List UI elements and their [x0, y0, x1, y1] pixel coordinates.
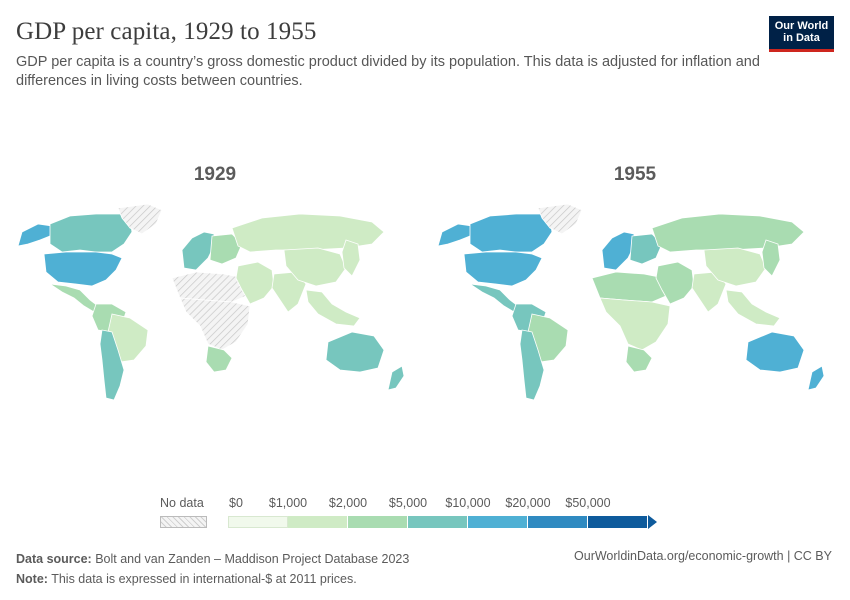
region-russia-1929[interactable]	[231, 213, 385, 253]
logo-line-1: Our World	[774, 20, 829, 32]
region-new-zealand-1929[interactable]	[387, 365, 405, 391]
region-southeast-asia-1929[interactable]	[305, 289, 361, 327]
region-middle-east-1955[interactable]	[655, 261, 695, 305]
region-subsaharan-africa-1955[interactable]	[599, 297, 671, 351]
map-1955	[437, 203, 825, 401]
legend-tick-label: $20,000	[505, 496, 551, 510]
legend-arrow-icon	[648, 515, 657, 529]
region-australia-1929[interactable]	[325, 331, 385, 373]
region-greenland-1955[interactable]	[537, 203, 583, 235]
legend-color-bin	[468, 516, 528, 528]
legend-color-bin	[288, 516, 348, 528]
region-alaska-1955[interactable]	[437, 223, 473, 247]
map-year-label-1929: 1929	[193, 164, 237, 185]
region-alaska-1929[interactable]	[17, 223, 53, 247]
region-new-zealand-1955[interactable]	[807, 365, 825, 391]
owid-logo[interactable]: Our World in Data	[769, 16, 834, 52]
footer-notes: Data source: Bolt and van Zanden – Maddi…	[16, 549, 409, 589]
region-russia-1955[interactable]	[651, 213, 805, 253]
legend-color-bin	[528, 516, 588, 528]
legend-tick-label: $0	[229, 496, 243, 510]
data-source-label: Data source:	[16, 552, 92, 566]
legend-no-data-label: No data	[160, 496, 204, 510]
region-north-america-north-1955[interactable]	[469, 213, 553, 253]
region-southern-cone-1955[interactable]	[519, 329, 545, 401]
region-usa-1955[interactable]	[463, 251, 543, 287]
region-mexico-central-1929[interactable]	[49, 283, 99, 313]
region-southern-cone-1929[interactable]	[99, 329, 125, 401]
region-usa-1929[interactable]	[43, 251, 123, 287]
region-eastern-europe-1955[interactable]	[629, 233, 663, 265]
chart-subtitle: GDP per capita is a country’s gross dome…	[16, 54, 760, 89]
note-line: Note: This data is expressed in internat…	[16, 569, 409, 589]
region-south-africa-1929[interactable]	[205, 345, 233, 373]
region-eastern-europe-1929[interactable]	[209, 233, 243, 265]
region-mexico-central-1955[interactable]	[469, 283, 519, 313]
region-australia-1955[interactable]	[745, 331, 805, 373]
chart-title: GDP per capita, 1929 to 1955	[16, 18, 317, 45]
region-north-america-north-1929[interactable]	[49, 213, 133, 253]
region-china-1929[interactable]	[283, 247, 347, 287]
legend-tick-label: $10,000	[445, 496, 491, 510]
region-subsaharan-africa-1929[interactable]	[179, 297, 251, 351]
color-legend: No data $0 $1,000 $2,000 $5,000 $10,000 $20,0…	[150, 496, 670, 536]
legend-tick-label: $2,000	[328, 496, 368, 510]
legend-no-data-swatch	[160, 516, 207, 528]
region-southeast-asia-1955[interactable]	[725, 289, 781, 327]
legend-tick-label: $1,000	[268, 496, 308, 510]
legend-tick-label: $5,000	[388, 496, 428, 510]
data-source-line: Data source: Bolt and van Zanden – Maddi…	[16, 549, 409, 569]
world-maps	[17, 203, 825, 401]
note-label: Note:	[16, 572, 48, 586]
map-1929	[17, 203, 405, 401]
region-western-europe-1955[interactable]	[601, 231, 635, 271]
legend-color-bin	[228, 516, 288, 528]
legend-color-bin	[588, 516, 648, 528]
footer-url-link[interactable]: OurWorldinData.org/economic-growth | CC …	[574, 549, 832, 563]
region-china-1955[interactable]	[703, 247, 767, 287]
region-western-europe-1929[interactable]	[181, 231, 215, 271]
region-north-africa-1955[interactable]	[591, 271, 667, 303]
map-year-label-1955: 1955	[613, 164, 657, 185]
region-east-asia-1929[interactable]	[341, 239, 361, 277]
legend-color-bin	[348, 516, 408, 528]
legend-color-bin	[408, 516, 468, 528]
region-middle-east-1929[interactable]	[235, 261, 275, 305]
region-east-asia-1955[interactable]	[761, 239, 781, 277]
logo-line-2: in Data	[783, 32, 820, 44]
region-north-africa-1929[interactable]	[171, 271, 247, 303]
note-text: This data is expressed in international-…	[51, 572, 357, 586]
region-greenland-1929[interactable]	[117, 203, 163, 235]
data-source-text[interactable]: Bolt and van Zanden – Maddison Project D…	[95, 552, 410, 566]
region-south-africa-1955[interactable]	[625, 345, 653, 373]
legend-tick-label: $50,000	[565, 496, 611, 510]
